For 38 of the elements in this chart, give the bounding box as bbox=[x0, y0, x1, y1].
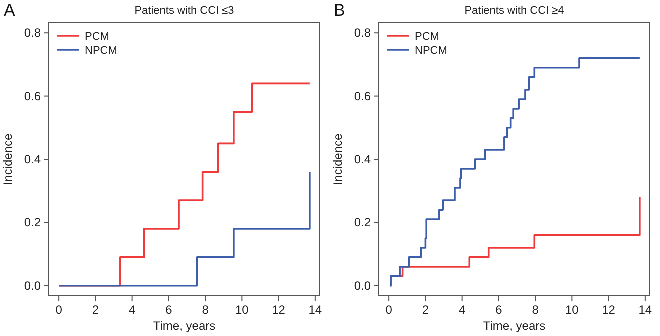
legend-label: NPCM bbox=[415, 45, 448, 57]
x-tick-label: 4 bbox=[128, 303, 136, 317]
y-axis-title: Incidence bbox=[331, 133, 345, 186]
legend-label: PCM bbox=[85, 31, 110, 43]
x-tick-label: 0 bbox=[386, 303, 393, 317]
x-axis-title: Time, years bbox=[483, 319, 546, 333]
y-tick-label: 0.6 bbox=[354, 89, 372, 104]
text: B bbox=[334, 1, 346, 20]
y-axis-title: Incidence bbox=[1, 133, 15, 186]
x-tick-label: 8 bbox=[202, 303, 210, 317]
chart-title: Patients with CCI ≥4 bbox=[464, 5, 564, 17]
x-tick-label: 6 bbox=[496, 303, 503, 317]
y-tick-label: 0.6 bbox=[24, 89, 42, 104]
y-tick-label: 0.2 bbox=[24, 216, 42, 230]
y-tick-label: 0.8 bbox=[24, 26, 42, 40]
text: A bbox=[4, 1, 16, 20]
y-tick-label: 0.0 bbox=[354, 278, 372, 293]
y-tick-label: 0.4 bbox=[24, 152, 42, 166]
x-tick-label: 2 bbox=[422, 303, 430, 317]
x-tick-label: 10 bbox=[236, 303, 250, 317]
x-tick-label: 4 bbox=[458, 303, 466, 317]
x-axis-title: Time, years bbox=[153, 319, 216, 333]
x-tick-label: 14 bbox=[308, 303, 322, 317]
y-tick-label: 0.8 bbox=[354, 26, 372, 40]
x-tick-label: 12 bbox=[602, 303, 616, 317]
x-tick-label: 10 bbox=[566, 303, 580, 317]
y-tick-label: 0.4 bbox=[354, 152, 372, 166]
legend-label: NPCM bbox=[85, 45, 118, 57]
x-tick-label: 12 bbox=[272, 303, 286, 317]
x-tick-label: 0 bbox=[56, 303, 63, 317]
y-tick-label: 0.0 bbox=[24, 278, 42, 293]
x-tick-label: 2 bbox=[92, 303, 100, 317]
y-tick-label: 0.2 bbox=[354, 216, 372, 230]
x-tick-label: 14 bbox=[638, 303, 652, 317]
legend-label: PCM bbox=[415, 31, 440, 43]
x-tick-label: 8 bbox=[532, 303, 540, 317]
chart-title: Patients with CCI ≤3 bbox=[134, 5, 234, 17]
x-tick-label: 6 bbox=[166, 303, 173, 317]
